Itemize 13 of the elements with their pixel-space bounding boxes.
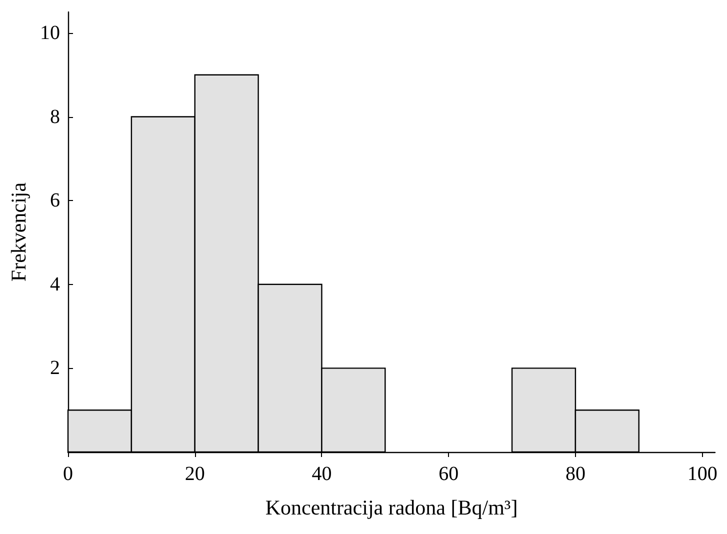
x-tick-label: 40 [312,463,332,485]
x-tick-label: 100 [687,463,718,485]
y-tick-label: 8 [50,106,60,128]
x-tick-label: 0 [63,463,73,485]
x-tick-label: 20 [184,463,205,485]
y-tick-label: 2 [50,357,60,380]
x-axis-title: Koncentracija radona [Bq/m³] [265,496,518,520]
y-tick-label: 10 [40,22,60,44]
y-axis-title: Frekvencija [6,182,31,282]
y-tick-label: 6 [50,190,60,212]
x-tick-label: 80 [565,463,586,485]
y-tick-label: 4 [50,273,60,296]
x-tick-label: 60 [438,463,459,485]
